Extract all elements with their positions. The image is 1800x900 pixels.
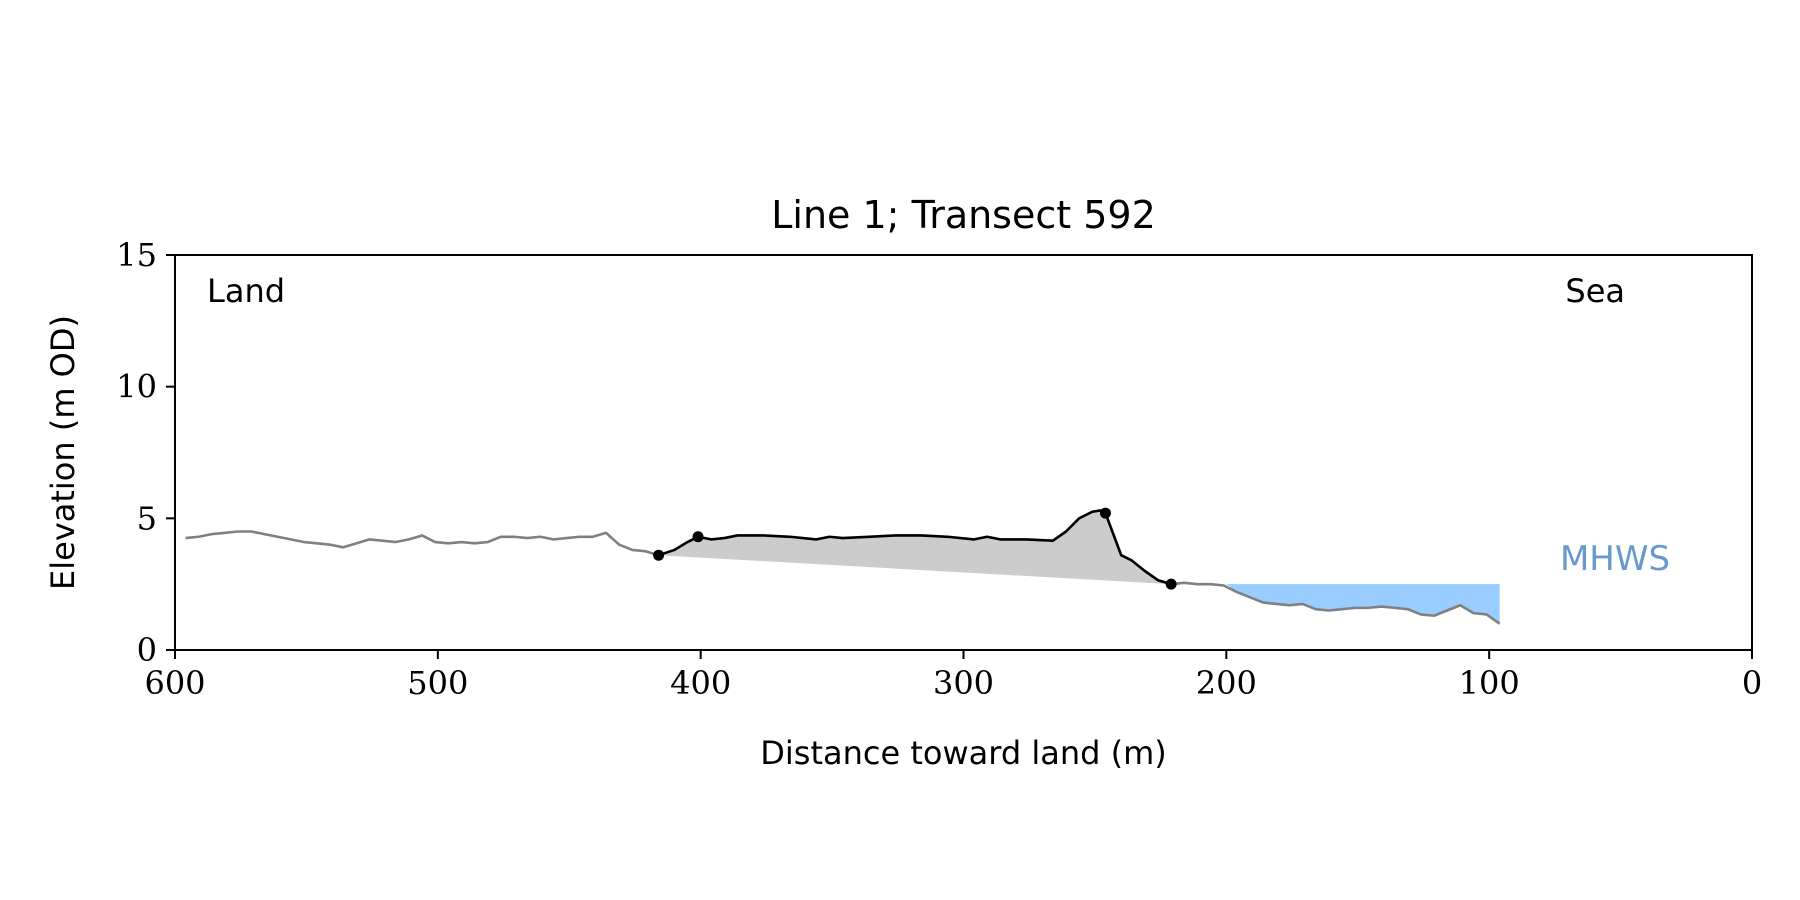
x-axis-label: Distance toward land (m) — [760, 734, 1166, 772]
dune-marker-point — [692, 531, 704, 543]
plot-frame — [174, 254, 1753, 651]
line-layer — [185, 507, 1501, 625]
x-tick-label: 400 — [670, 664, 731, 702]
dune-marker-point — [1165, 578, 1177, 590]
chart-title: Line 1; Transect 592 — [771, 193, 1156, 237]
y-tick-label: 5 — [137, 499, 157, 537]
land-annotation: Land — [207, 272, 285, 310]
x-tick-label: 500 — [407, 664, 468, 702]
landward-profile-line — [185, 530, 659, 557]
seaward-profile-line — [1171, 581, 1501, 625]
axes-layer — [166, 254, 1753, 659]
x-tick-label: 200 — [1196, 664, 1257, 702]
fill-layer — [658, 510, 1500, 624]
x-tick-label: 100 — [1459, 664, 1520, 702]
dune-volume-fill — [658, 510, 1172, 585]
text-layer: 600 500 400 300 200 100 0 0 5 10 15 Line 1; Transec… — [44, 193, 1762, 772]
x-tick-label: 600 — [144, 664, 205, 702]
sea-annotation: Sea — [1565, 272, 1625, 310]
y-tick-label: 15 — [116, 236, 157, 274]
y-tick-label: 0 — [137, 631, 157, 669]
x-tick-label: 0 — [1742, 664, 1762, 702]
dune-profile-line — [658, 509, 1172, 586]
mhws-annotation: MHWS — [1560, 539, 1670, 579]
y-axis-label: Elevation (m OD) — [44, 315, 82, 590]
mhws-water-fill — [1226, 584, 1500, 624]
y-tick-label: 10 — [116, 368, 157, 406]
dune-marker-point — [1099, 507, 1111, 519]
x-tick-label: 300 — [933, 664, 994, 702]
dune-marker-point — [653, 549, 665, 561]
